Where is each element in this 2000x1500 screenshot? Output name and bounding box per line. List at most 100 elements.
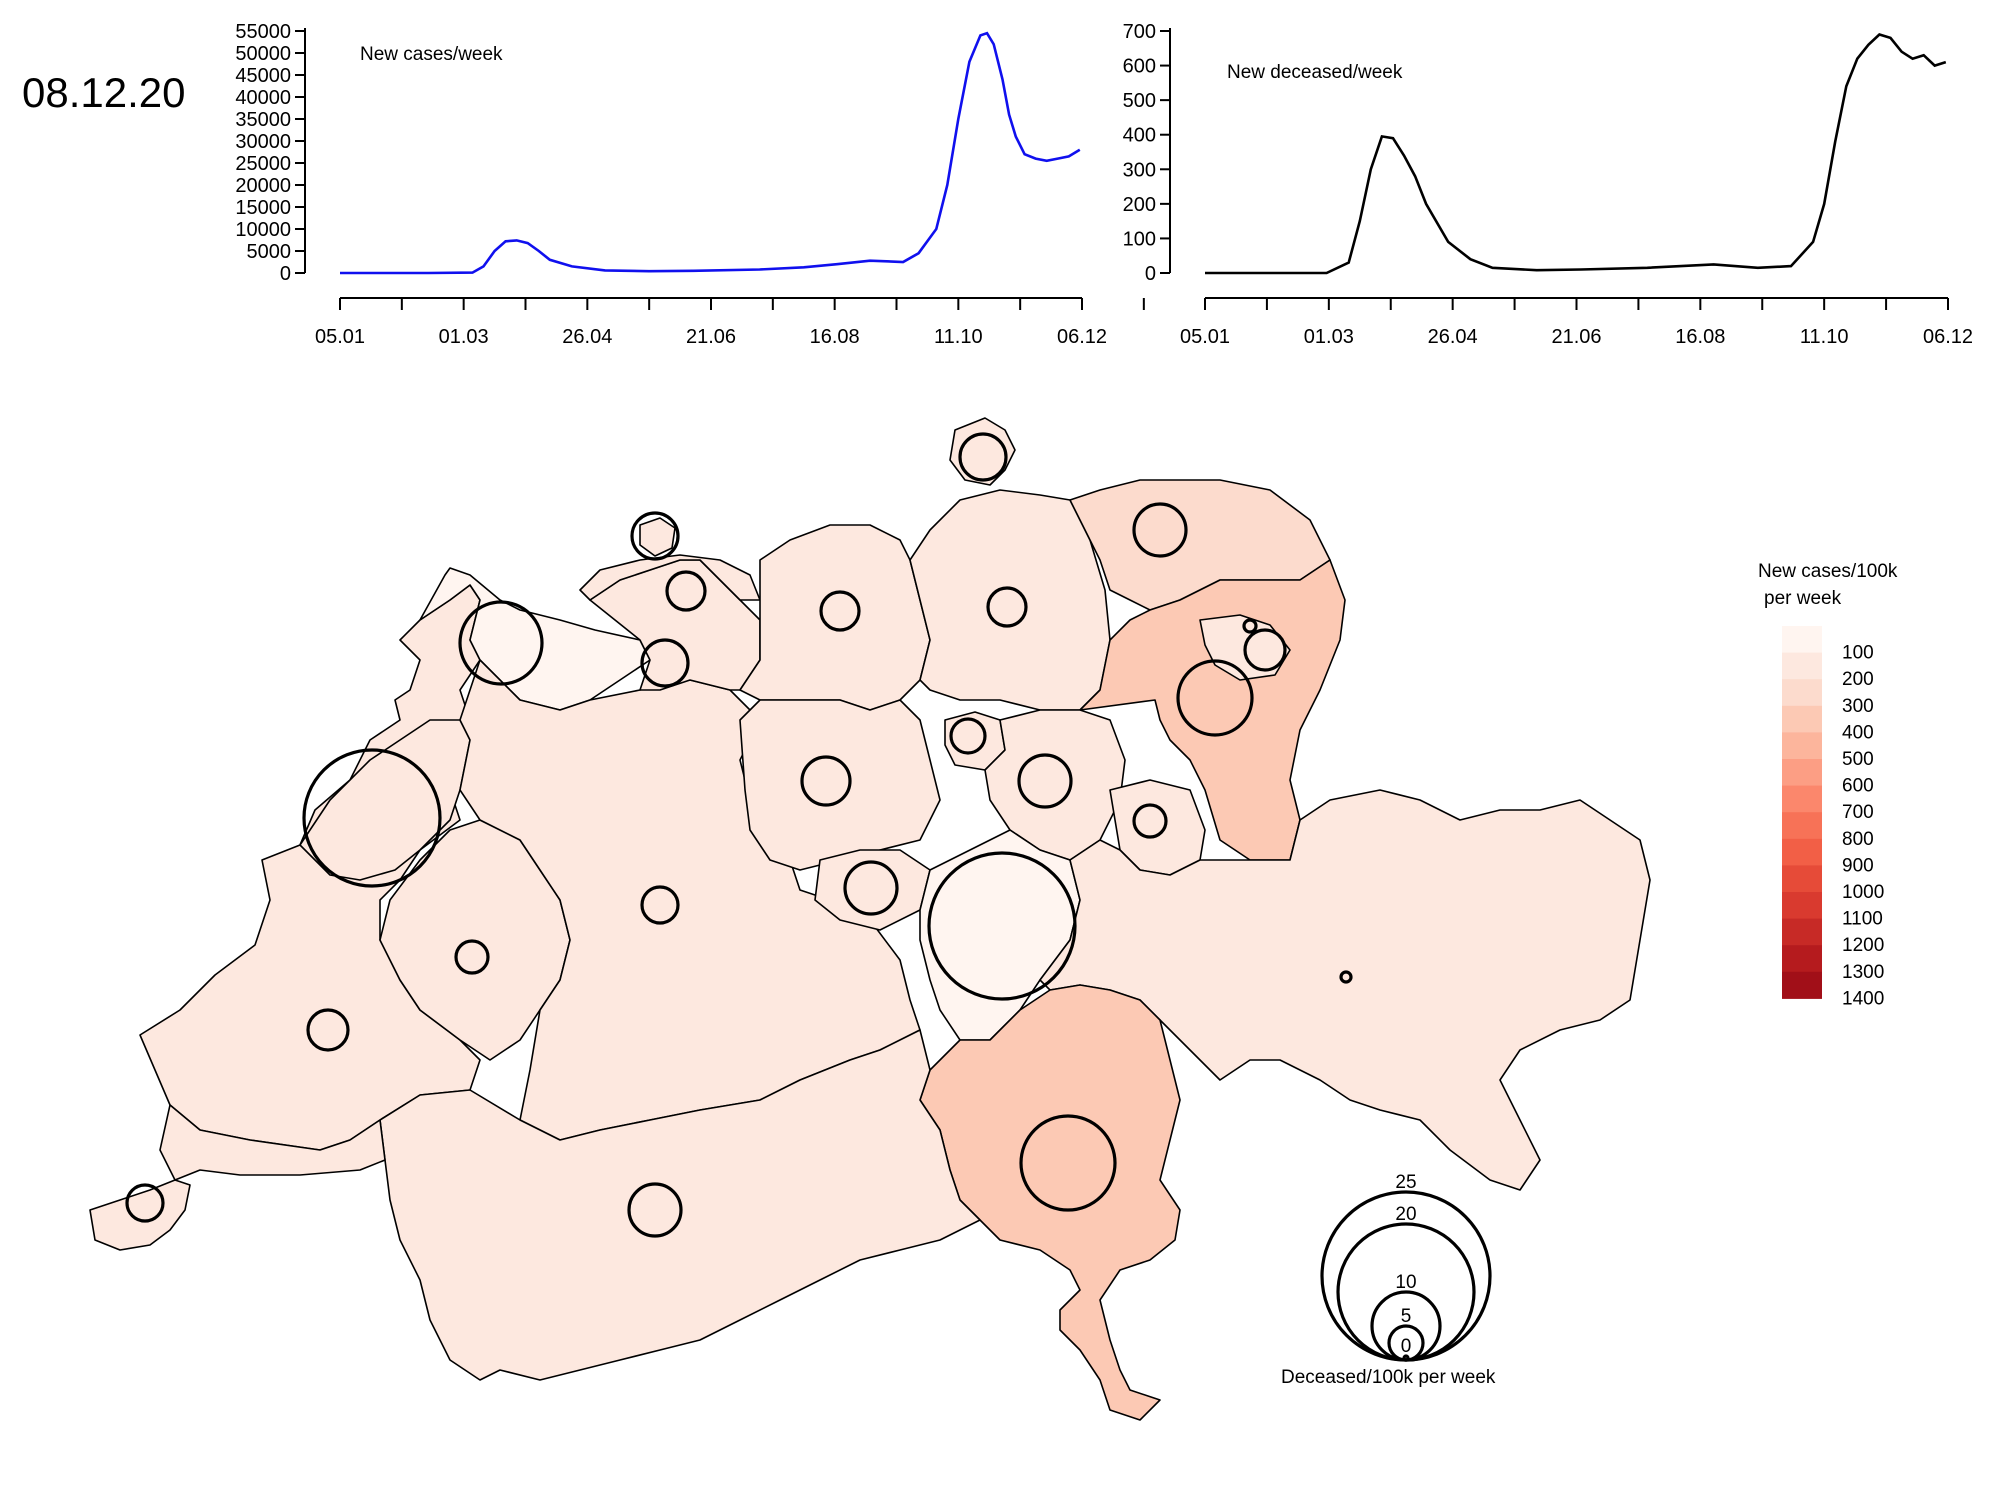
bubble-fribourg — [454, 939, 490, 975]
cases-y-tick-label: 20000 — [235, 175, 291, 197]
canton-vaud-lake-strip — [159, 1104, 386, 1181]
deaths-y-tick-label: 100 — [1123, 228, 1156, 250]
cases-x-tick-label: 06.12 — [1057, 326, 1107, 348]
legend-swatch — [1782, 918, 1822, 946]
legend-swatch — [1782, 865, 1822, 893]
bubble-appenzell-ar — [1243, 628, 1287, 672]
canton-basel-stadt — [639, 517, 676, 557]
bubble-schaffhausen — [958, 432, 1008, 482]
cases-x-tick-label: 16.08 — [810, 326, 860, 348]
cases-y-tick-label: 45000 — [235, 65, 291, 87]
deaths-y-tick-label: 200 — [1123, 194, 1156, 216]
deaths-series-line — [1205, 33, 1947, 275]
bubble-ticino — [1019, 1114, 1117, 1212]
legend-level-label: 700 — [1842, 802, 1874, 823]
cases-y-ticks: 0500010000150002000025000300003500040000… — [235, 21, 305, 285]
legend-swatch — [1782, 705, 1822, 733]
bubble-appenzell-ir — [1242, 618, 1258, 634]
bubble-legend-value: 5 — [1401, 1306, 1412, 1327]
cases-y-tick-label: 50000 — [235, 43, 291, 65]
bubble-legend-value: 25 — [1395, 1172, 1416, 1193]
legend-swatch — [1782, 759, 1822, 787]
deaths-x-tick-label: 16.08 — [1675, 326, 1725, 348]
bubble-thurgau — [1132, 502, 1188, 558]
bubble-basel-land — [665, 570, 707, 612]
legend-swatch — [1782, 838, 1822, 866]
cases-y-tick-label: 40000 — [235, 87, 291, 109]
cases-x-tick-label: 26.04 — [562, 326, 612, 348]
deaths-y-tick-label: 400 — [1123, 125, 1156, 147]
legend-level-label: 300 — [1842, 696, 1874, 717]
bubble-valais — [627, 1182, 683, 1238]
legend-level-label: 400 — [1842, 722, 1874, 743]
legend-level-label: 200 — [1842, 669, 1874, 690]
canton-geneva — [89, 1179, 191, 1251]
deaths-y-tick-label: 600 — [1123, 56, 1156, 78]
deaths-y-tick-label: 700 — [1123, 21, 1156, 43]
bubble-solothurn — [640, 638, 690, 688]
canton-lucerne — [739, 699, 941, 871]
canton-ticino — [919, 984, 1181, 1421]
legend-level-label: 1200 — [1842, 935, 1884, 956]
bubble-vaud — [306, 1008, 350, 1052]
legend-level-label: 600 — [1842, 776, 1874, 797]
legend-swatch — [1782, 785, 1822, 813]
legend-level-label: 1100 — [1842, 909, 1883, 930]
bubble-bern — [640, 885, 680, 925]
deaths-x-ticks: 05.01 01.03 26.04 21.06 16.08 11.10 06.12 — [1180, 298, 1973, 348]
legend-title-line2: per week — [1764, 588, 1842, 609]
cases-y-tick-label: 35000 — [235, 109, 291, 131]
deaths-x-tick-label: 05.01 — [1180, 326, 1230, 348]
bubble-legend-value: 20 — [1395, 1204, 1416, 1225]
deaths-y-ticks: 0 100 200 300 400 500 600 700 — [1123, 21, 1170, 285]
legend-swatch — [1782, 971, 1822, 999]
deaths-chart: 0 100 200 300 400 500 600 700 05.01 01.03 26.04 21… — [1123, 21, 1973, 348]
cases-x-ticks: 05.01 01.03 26.04 21.06 16.08 11.10 06.12 — [315, 298, 1145, 348]
deaths-x-tick-label: 06.12 — [1923, 326, 1973, 348]
legend-title-line1: New cases/100k — [1758, 561, 1898, 582]
cases-series-line — [340, 31, 1081, 275]
legend-swatch — [1782, 812, 1822, 840]
cases-x-tick-label: 11.10 — [934, 326, 983, 348]
bubble-aargau — [819, 590, 861, 632]
bubble-legend-title: Deceased/100k per week — [1281, 1367, 1496, 1388]
deaths-y-tick-label: 0 — [1145, 263, 1156, 285]
canton-jura — [419, 567, 651, 711]
legend-level-label: 1000 — [1842, 882, 1884, 903]
cases-y-tick-label: 0 — [280, 263, 291, 285]
bubble-schwyz — [1017, 753, 1073, 809]
cases-y-tick-label: 55000 — [235, 21, 291, 43]
cases-y-tick-label: 30000 — [235, 131, 291, 153]
cases-x-tick-label: 05.01 — [315, 326, 365, 348]
color-legend: New cases/100k per week 100 200 300 400 500 6… — [1758, 561, 1898, 1009]
bubble-geneva — [125, 1183, 165, 1223]
canton-schaffhausen — [949, 417, 1016, 486]
bubble-legend-value: 10 — [1395, 1272, 1416, 1293]
legend-level-label: 1300 — [1842, 962, 1884, 983]
bubble-legend-value: 0 — [1401, 1336, 1412, 1357]
bubble-zurich — [986, 586, 1028, 628]
bubble-neuchatel — [302, 748, 442, 888]
bubble-jura — [458, 600, 544, 686]
legend-level-label: 900 — [1842, 855, 1874, 876]
cases-y-tick-label: 15000 — [235, 197, 291, 219]
cases-y-tick-label: 5000 — [247, 241, 292, 263]
bubble-legend-circle — [1402, 1354, 1410, 1362]
bubble-obwalden — [843, 860, 899, 916]
canton-aargau — [739, 524, 931, 711]
legend-labels: 100 200 300 400 500 600 700 800 900 1000 1100 1200 1… — [1842, 643, 1884, 1010]
deaths-x-tick-label: 11.10 — [1800, 326, 1849, 348]
legend-swatch — [1782, 945, 1822, 973]
deaths-y-tick-label: 300 — [1123, 159, 1156, 181]
legend-swatch — [1782, 652, 1822, 680]
bubble-uri — [927, 851, 1077, 1001]
cases-x-tick-label: 01.03 — [439, 326, 489, 348]
legend-level-label: 500 — [1842, 749, 1874, 770]
deaths-x-tick-label: 26.04 — [1428, 326, 1478, 348]
deaths-chart-label: New deceased/week — [1227, 62, 1403, 83]
bubble-st-gallen — [1176, 659, 1254, 737]
cases-y-tick-label: 25000 — [235, 153, 291, 175]
legend-swatch — [1782, 892, 1822, 920]
canton-zurich — [909, 489, 1111, 711]
